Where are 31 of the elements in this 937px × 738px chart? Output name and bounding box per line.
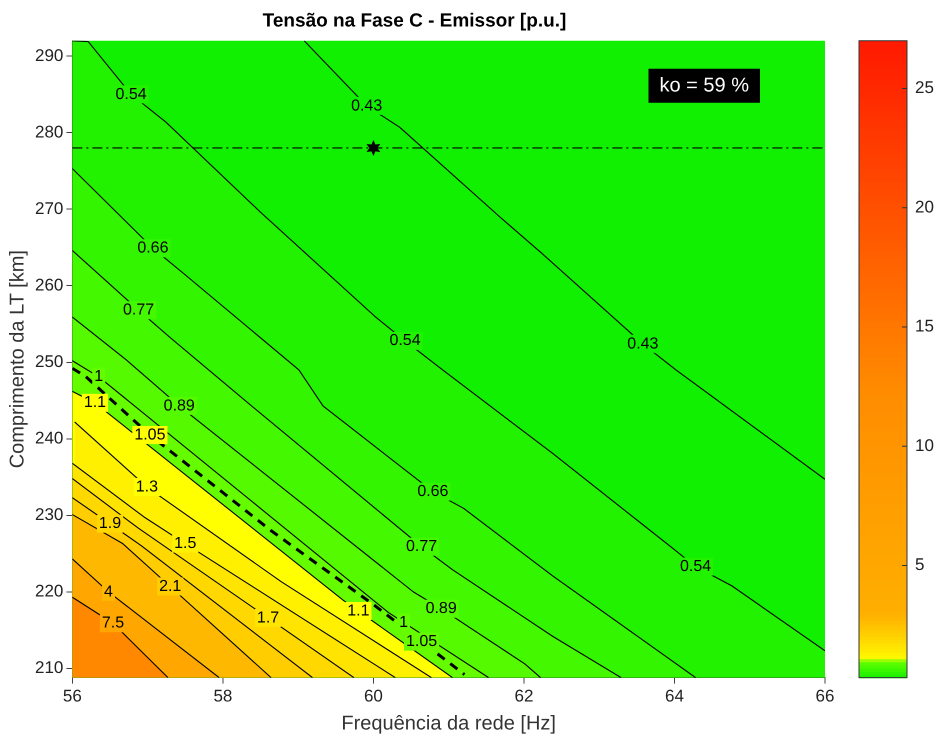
x-tick-label: 60 <box>364 686 383 706</box>
y-tick-label: 230 <box>34 505 64 524</box>
y-axis-title: Comprimento da LT [km] <box>6 250 29 468</box>
x-tick-label: 64 <box>665 686 684 706</box>
color-bar-label: 25 <box>915 78 934 98</box>
annotation: 0.43 <box>351 97 382 114</box>
color-bar-label: 5 <box>915 555 924 574</box>
x-tick-label: 66 <box>816 686 834 706</box>
annotation: 1 <box>399 614 408 631</box>
y-tick-label: 240 <box>34 428 64 448</box>
x-tick-label: 62 <box>514 686 534 706</box>
x-tick-label: 56 <box>62 686 82 706</box>
annotation: ko = 59 % <box>659 74 750 96</box>
color-bar-label: 10 <box>915 436 934 455</box>
annotation: 4 <box>104 583 114 600</box>
y-tick-label: 280 <box>34 122 64 142</box>
chart-title: Tensão na Fase C - Emissor [p.u.] <box>262 10 566 32</box>
annotation: 1 <box>94 368 104 386</box>
y-tick-label: 290 <box>34 46 64 65</box>
annotation: 0.43 <box>627 335 659 352</box>
y-tick-label: 220 <box>34 582 64 601</box>
annotation: 1.1 <box>347 602 370 620</box>
y-tick-label: 250 <box>34 352 64 371</box>
color-bar-label: 15 <box>915 316 934 336</box>
y-tick-label: 210 <box>34 658 64 678</box>
point <box>366 140 380 156</box>
y-tick-label: 260 <box>34 275 64 294</box>
x-axis-title: Frequência da rede [Hz] <box>341 712 556 735</box>
y-tick-label: 270 <box>34 198 64 218</box>
color-bar-label: 20 <box>915 197 934 216</box>
x-tick-label: 58 <box>213 686 232 706</box>
